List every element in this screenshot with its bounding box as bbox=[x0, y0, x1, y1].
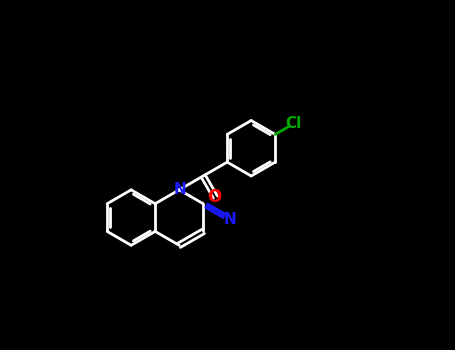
Text: N: N bbox=[173, 182, 186, 197]
Text: O: O bbox=[207, 188, 221, 206]
Text: N: N bbox=[224, 212, 237, 227]
Text: Cl: Cl bbox=[286, 116, 302, 131]
